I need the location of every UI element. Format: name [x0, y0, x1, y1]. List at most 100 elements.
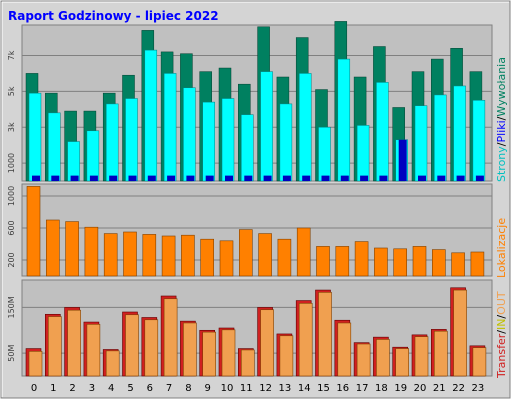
x-tick-label: 20 [414, 383, 427, 394]
bar-pliki [86, 130, 100, 182]
bar-transfer-out [28, 351, 43, 377]
bar-lokalizacje [277, 238, 292, 277]
bar-lokalizacje [219, 240, 234, 277]
bar-strony [225, 175, 233, 181]
bar-lokalizacje [45, 219, 60, 277]
bar-transfer-out [337, 322, 352, 377]
x-tick-label: 11 [240, 383, 253, 394]
x-tick-label: 1 [50, 383, 56, 394]
y-tick-label: 1000 [7, 153, 16, 173]
bar-strony [167, 175, 176, 181]
bar-strony [186, 175, 195, 181]
bar-strony [456, 175, 465, 181]
x-tick-label: 3 [89, 383, 95, 394]
bar-lokalizacje [335, 246, 350, 277]
x-tick-label: 0 [31, 383, 37, 394]
bar-transfer-out [260, 309, 274, 377]
bar-strony [302, 175, 311, 181]
bar-transfer-out [144, 319, 159, 377]
legend-part: / [495, 330, 508, 334]
bar-pliki [183, 87, 196, 182]
bar-strony [147, 175, 156, 181]
bar-lokalizacje [65, 221, 79, 277]
bar-lokalizacje [316, 246, 330, 277]
legend-part: Strony [495, 146, 508, 182]
x-tick-label: 9 [205, 383, 211, 394]
bar-lokalizacje [470, 251, 485, 277]
x-tick-label: 19 [394, 383, 407, 394]
legend-part: Pliki [495, 120, 508, 142]
bar-transfer-out [67, 309, 81, 377]
bar-transfer-out [433, 330, 448, 377]
y-tick-label: 50M [7, 345, 16, 362]
bar-transfer-out [279, 335, 294, 377]
bar-transfer-out [183, 322, 197, 377]
y-tick-label: 600 [7, 220, 16, 235]
bar-strony [475, 175, 484, 181]
bar-lokalizacje [296, 227, 311, 277]
bar-transfer-out [453, 289, 467, 377]
bar-lokalizacje [431, 249, 446, 277]
x-tick-label: 18 [375, 383, 388, 394]
bar-pliki [144, 49, 158, 182]
y-tick-label: 5k [7, 86, 16, 96]
legend-part: OUT [495, 291, 508, 315]
bar-lokalizacje [393, 248, 408, 277]
bar-strony [282, 175, 291, 181]
y-tick-labels: 1000 3k 5k 7k 200 600 1000 50M 150M [7, 50, 16, 361]
legend-strony-pliki-wywolania: Strony/Pliki/Wywołania [495, 57, 508, 182]
y-tick-label: 3k [7, 122, 16, 132]
bar-transfer-out [86, 324, 101, 377]
bar-pliki [337, 58, 351, 182]
bar-strony [360, 175, 369, 181]
bar-strony [398, 139, 407, 181]
bar-pliki [434, 94, 447, 182]
bar-lokalizacje [142, 234, 157, 277]
x-tick-label: 4 [108, 383, 114, 394]
y-tick-label: 7k [7, 50, 16, 60]
legend-lokalizacje: Lokalizacje [495, 218, 508, 278]
bar-pliki [453, 85, 466, 182]
x-tick-label: 12 [259, 383, 272, 394]
legend-part: / [495, 315, 508, 319]
bar-pliki [279, 103, 293, 182]
x-tick-label: 17 [356, 383, 369, 394]
x-tick-label: 21 [433, 383, 446, 394]
bar-transfer-out [472, 347, 487, 377]
bar-pliki [28, 92, 42, 182]
bar-transfer-out [356, 343, 371, 377]
x-tick-label: 23 [472, 383, 485, 394]
bar-strony [51, 175, 60, 181]
bar-transfer-out [395, 348, 410, 377]
bar-transfer-out [241, 349, 255, 377]
bar-pliki [414, 105, 428, 182]
bar-pliki [376, 82, 389, 182]
bar-strony [89, 175, 98, 181]
bar-strony [70, 175, 79, 181]
bar-pliki [48, 112, 61, 182]
bar-pliki [472, 100, 486, 182]
bar-transfer-out [105, 350, 120, 377]
x-tick-labels: 0 1 2 3 4 5 6 7 8 9 10 11 12 13 14 15 16 17 18 19 20 21 22 23 [31, 383, 484, 394]
bar-strony [379, 175, 388, 181]
y-tick-label: 200 [7, 252, 16, 267]
y-tick-label: 150M [7, 296, 16, 318]
x-tick-label: 5 [127, 383, 133, 394]
bar-strony [205, 175, 214, 181]
chart-title: Raport Godzinowy - lipiec 2022 [8, 9, 219, 23]
bar-pliki [163, 73, 177, 182]
x-tick-label: 6 [147, 383, 153, 394]
bar-pliki [202, 101, 215, 182]
bar-lokalizacje [354, 241, 369, 277]
bar-transfer-out [318, 292, 332, 377]
bar-lokalizacje [161, 235, 176, 277]
legend-part: IN [495, 319, 508, 330]
bar-pliki [221, 98, 235, 182]
bar-pliki [105, 103, 119, 182]
bar-lokalizacje [181, 234, 195, 277]
legend-part: Transfer [495, 333, 508, 379]
x-tick-label: 13 [279, 383, 292, 394]
x-tick-label: 14 [298, 383, 311, 394]
legend-part: / [495, 142, 508, 146]
bar-transfer-out [125, 314, 139, 377]
